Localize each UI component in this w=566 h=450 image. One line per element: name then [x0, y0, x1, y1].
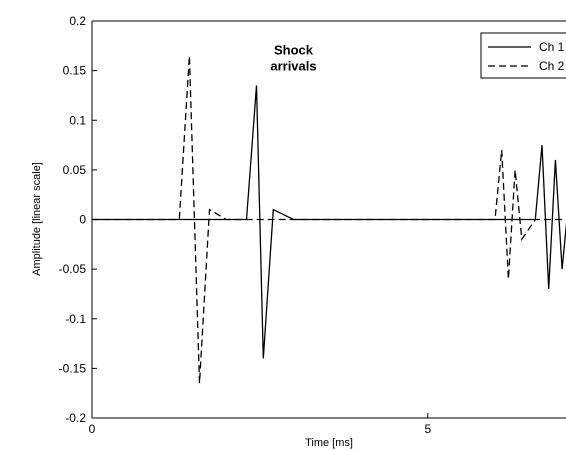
y-axis-title: Amplitude [linear scale] [31, 162, 43, 276]
x-tick-label: 5 [424, 422, 431, 436]
y-tick-label: 0 [79, 213, 86, 227]
y-tick-label: 0.05 [63, 163, 87, 177]
y-tick-label: -0.15 [59, 361, 87, 375]
legend-label-ch1: Ch 1 [539, 40, 565, 54]
legend-box [480, 32, 566, 79]
y-tick-label: -0.1 [65, 312, 86, 326]
y-tick-label: 0.15 [63, 64, 87, 78]
legend: Ch 1 Ch 2 [480, 32, 566, 79]
x-axis-title: Time [ms] [305, 437, 353, 449]
y-tick-label: -0.05 [59, 262, 87, 276]
x-tick-label: 0 [89, 422, 96, 436]
y-tick-label: 0.1 [69, 113, 86, 127]
y-tick-label: 0.2 [69, 14, 86, 28]
legend-label-ch2: Ch 2 [539, 59, 565, 73]
series-line-1 [92, 85, 566, 359]
annotation-1: Shock arrivals [270, 43, 316, 74]
y-tick-label: -0.2 [65, 411, 86, 425]
series-line-2 [92, 55, 566, 384]
